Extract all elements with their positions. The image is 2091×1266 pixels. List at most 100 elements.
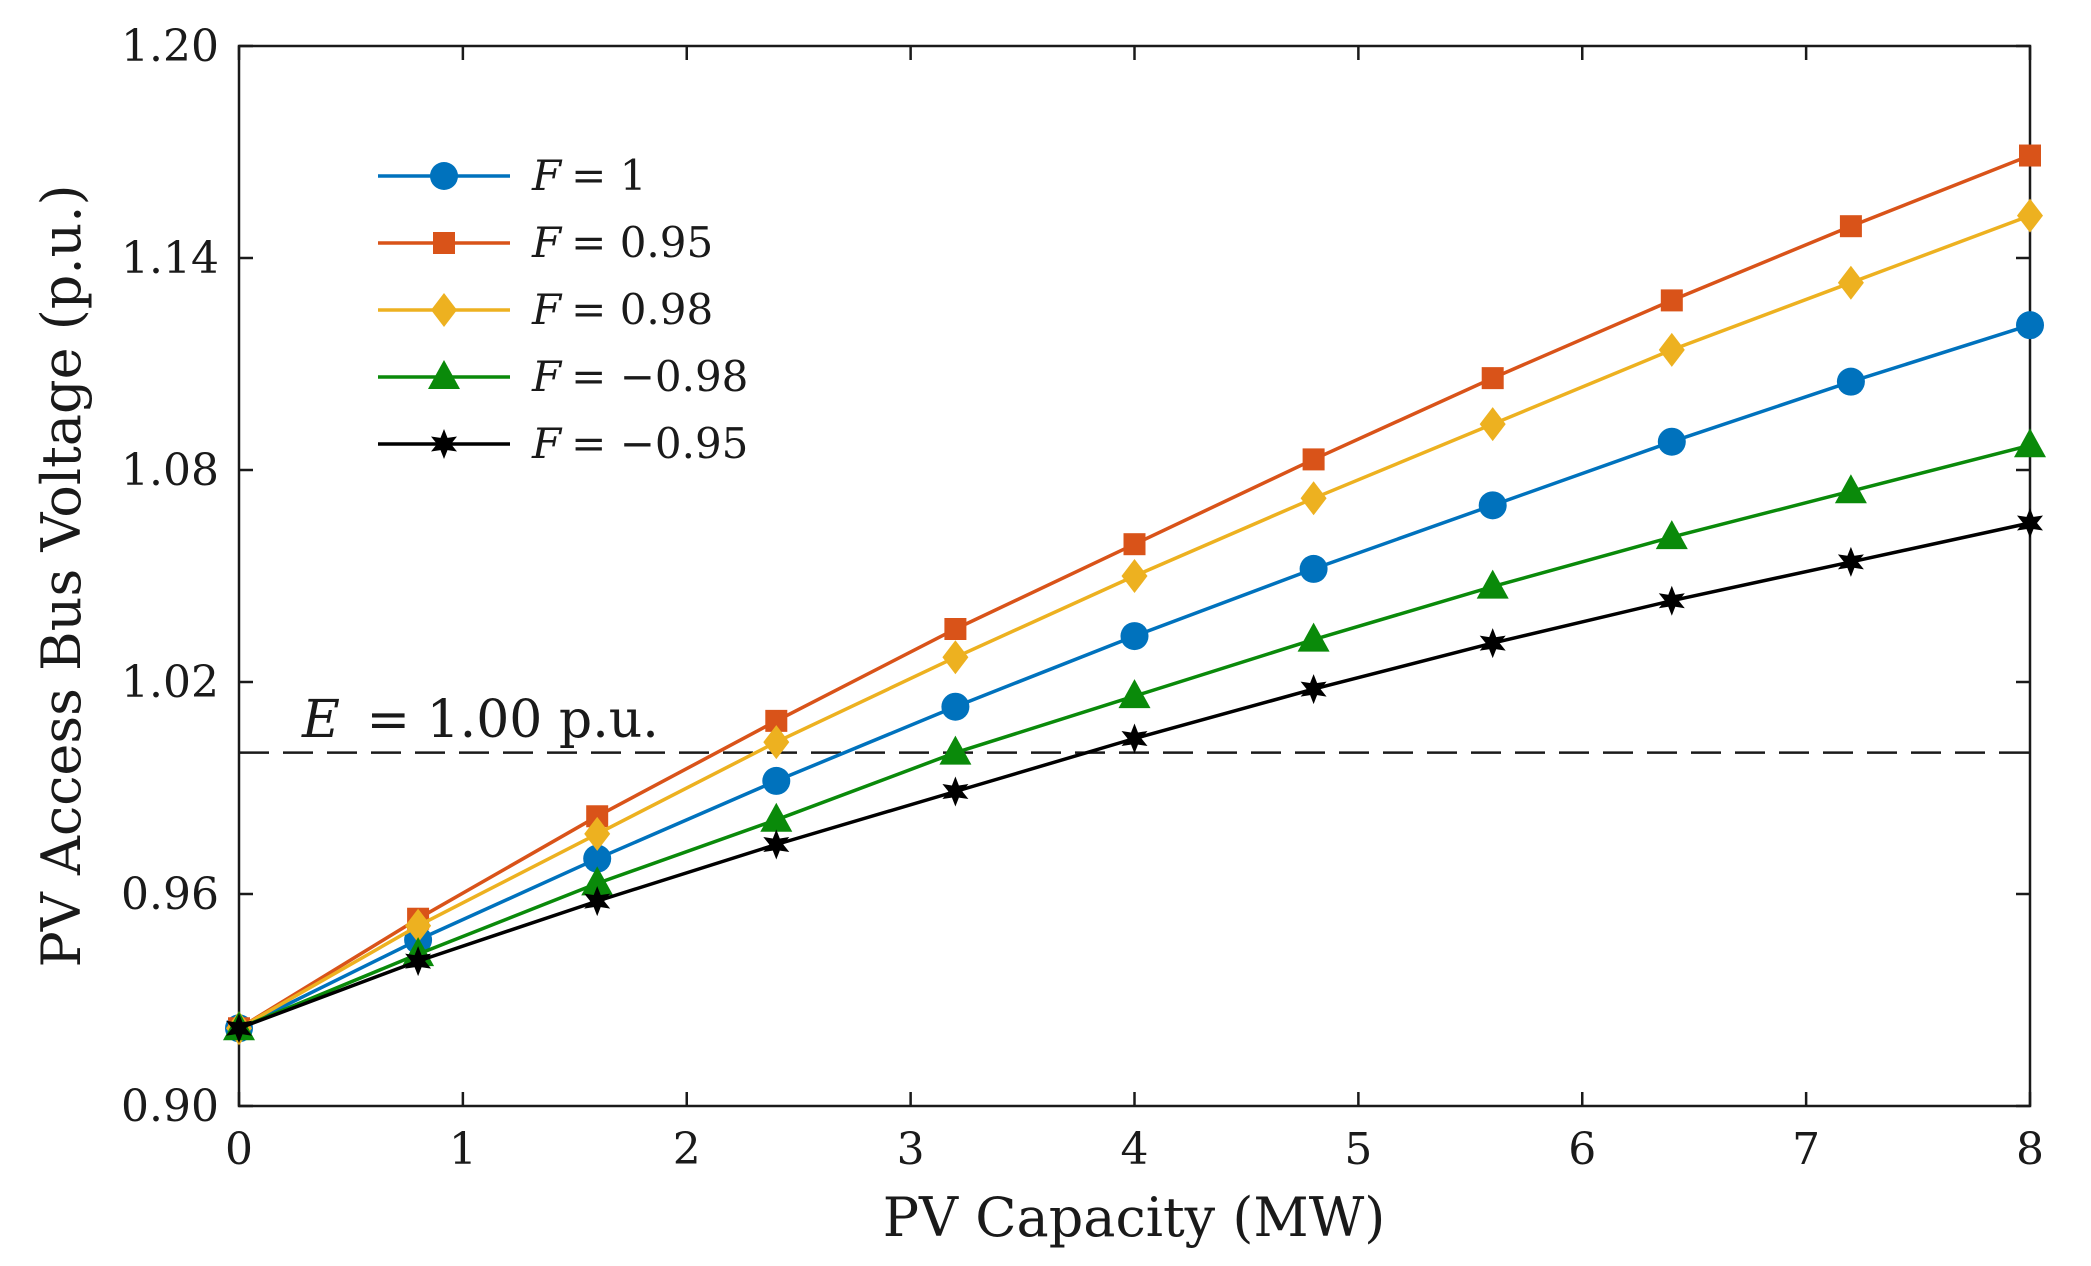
legend-marker xyxy=(428,360,460,389)
data-point xyxy=(583,844,612,873)
data-point xyxy=(944,618,967,640)
data-point xyxy=(1834,474,1867,504)
y-tick-label: 1.20 xyxy=(121,21,219,72)
series-3 xyxy=(226,198,2043,1046)
series-line xyxy=(238,323,2031,1030)
x-tick-label: 4 xyxy=(1121,1124,1149,1175)
x-tick-label: 1 xyxy=(449,1124,477,1175)
data-point xyxy=(1297,622,1330,652)
legend-label: F = 0.95 xyxy=(531,218,713,267)
legend-item: F = −0.98 xyxy=(378,352,748,401)
data-point xyxy=(1300,481,1327,516)
legend-label-var: F xyxy=(531,218,563,267)
data-point xyxy=(1302,448,1325,471)
legend-marker xyxy=(433,232,455,254)
data-point xyxy=(1121,723,1148,754)
data-point xyxy=(760,802,793,832)
reference-line-label-rest: = 1.00 p.u. xyxy=(367,690,659,750)
legend-label: F = −0.95 xyxy=(531,419,748,468)
data-point xyxy=(1479,628,1506,659)
data-point xyxy=(1839,215,1862,238)
legend-label-var: F xyxy=(531,285,563,334)
data-point xyxy=(1476,569,1509,599)
data-point xyxy=(2017,508,2043,538)
y-tick-label: 1.02 xyxy=(121,657,219,708)
data-point xyxy=(1481,367,1504,390)
y-axis-title: PV Access Bus Voltage (p.u.) xyxy=(30,184,93,967)
series-line xyxy=(238,213,2031,1030)
x-tick-label: 5 xyxy=(1344,1124,1372,1175)
legend-label-var: F xyxy=(531,352,563,401)
legend-label: F = 0.98 xyxy=(531,285,713,334)
legend-item: F = 0.95 xyxy=(378,218,713,267)
x-axis-ticks: 0 1 2 3 4 5 6 7 8 xyxy=(225,46,2044,1175)
x-tick-label: 7 xyxy=(1792,1124,1820,1175)
data-point xyxy=(1123,533,1146,556)
y-tick-label: 1.14 xyxy=(121,233,219,284)
x-tick-label: 8 xyxy=(2016,1124,2044,1175)
data-point xyxy=(1655,520,1688,550)
data-point xyxy=(1299,554,1328,583)
data-point xyxy=(1300,674,1327,705)
legend-label-var: F xyxy=(531,419,563,468)
legend-item: F = −0.95 xyxy=(378,419,748,468)
data-point xyxy=(763,829,790,860)
y-tick-label: 0.96 xyxy=(121,869,219,920)
data-point xyxy=(1837,546,1864,577)
legend-label-rest: = 0.98 xyxy=(571,285,713,334)
legend-item: F = 0.98 xyxy=(378,285,713,334)
legend-label-rest: = 0.95 xyxy=(571,218,713,267)
data-point xyxy=(1837,265,1864,300)
data-point xyxy=(942,776,969,807)
x-tick-label: 6 xyxy=(1568,1124,1596,1175)
legend-label-rest: = 1 xyxy=(571,151,646,200)
legend-label: F = −0.98 xyxy=(531,352,748,401)
data-point xyxy=(941,692,970,721)
y-axis-ticks: 0.90 0.96 1.02 1.08 1.14 1.20 xyxy=(121,21,2030,1132)
data-point xyxy=(586,805,609,828)
series-1 xyxy=(225,311,2044,1043)
legend-marker xyxy=(431,293,457,327)
data-point xyxy=(1836,367,1865,396)
data-point xyxy=(939,735,972,765)
data-point xyxy=(405,946,432,977)
data-point xyxy=(1479,407,1506,442)
data-point xyxy=(1118,679,1151,709)
legend-marker xyxy=(430,162,458,190)
legend-marker xyxy=(431,429,457,459)
legend-label-rest: = −0.95 xyxy=(571,419,748,468)
legend: F = 1F = 0.95F = 0.98F = −0.98F = −0.95 xyxy=(378,151,748,468)
data-point xyxy=(226,1013,252,1044)
series-line xyxy=(238,521,2031,1030)
legend-label-var: F xyxy=(531,151,563,200)
x-axis-title: PV Capacity (MW) xyxy=(883,1186,1386,1249)
y-tick-label: 0.90 xyxy=(121,1081,219,1132)
legend-item: F = 1 xyxy=(378,151,646,200)
data-point xyxy=(765,709,788,732)
y-tick-label: 1.08 xyxy=(121,445,219,496)
data-point xyxy=(581,866,614,896)
legend-label-rest: = −0.98 xyxy=(571,352,748,401)
data-point xyxy=(1478,491,1507,520)
data-point xyxy=(942,640,969,675)
data-point xyxy=(2016,311,2044,340)
series-layer xyxy=(223,144,2046,1046)
data-point xyxy=(1660,289,1683,312)
data-point xyxy=(584,816,611,851)
legend-label: F = 1 xyxy=(531,151,646,200)
data-point xyxy=(584,886,611,917)
data-point xyxy=(1658,585,1685,616)
data-point xyxy=(1657,427,1686,456)
data-point xyxy=(2019,144,2041,167)
data-point xyxy=(405,908,432,943)
reference-line-label: E = 1.00 p.u. xyxy=(301,690,659,750)
data-point xyxy=(1658,332,1685,367)
series-5 xyxy=(226,508,2043,1044)
x-tick-label: 2 xyxy=(673,1124,701,1175)
data-point xyxy=(763,725,790,760)
data-point xyxy=(762,766,791,795)
reference-line-label-var: E xyxy=(301,690,340,750)
x-tick-label: 3 xyxy=(897,1124,925,1175)
data-point xyxy=(1121,559,1148,593)
